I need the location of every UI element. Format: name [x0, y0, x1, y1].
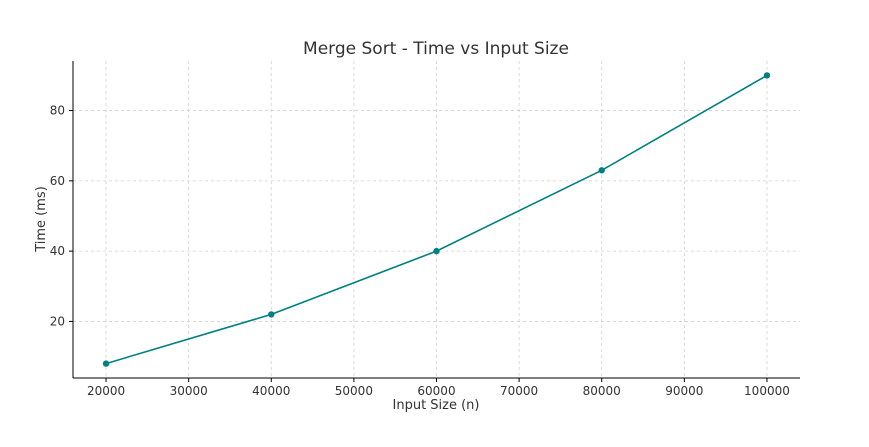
x-axis-label: Input Size (n)	[393, 398, 480, 413]
data-point	[102, 360, 110, 367]
x-tick-label: 90000	[665, 384, 703, 398]
y-axis-label: Time (ms)	[34, 186, 49, 253]
data-series	[102, 72, 771, 367]
y-tick-label: 40	[50, 244, 65, 258]
y-tick-label: 80	[50, 104, 65, 118]
x-tick-label: 30000	[170, 384, 208, 398]
grid-lines	[73, 61, 800, 378]
data-point	[433, 247, 440, 255]
x-tick-label: 50000	[335, 384, 373, 398]
x-tick-label: 60000	[417, 384, 455, 398]
x-tick-label: 40000	[252, 384, 290, 398]
data-point	[763, 72, 771, 79]
x-tick-label: 20000	[87, 384, 125, 398]
data-point	[598, 167, 605, 174]
x-tick-label: 70000	[500, 384, 538, 398]
y-tick-label: 60	[50, 174, 65, 188]
y-tick-label: 20	[50, 314, 65, 328]
axis-ticks: 20000 30000 40000 50000 60000 70000 80000 90000…	[50, 104, 790, 398]
data-point	[268, 311, 275, 318]
x-tick-label: 80000	[583, 384, 621, 398]
x-tick-label: 100000	[744, 384, 790, 398]
chart-title: Merge Sort - Time vs Input Size	[303, 39, 569, 59]
